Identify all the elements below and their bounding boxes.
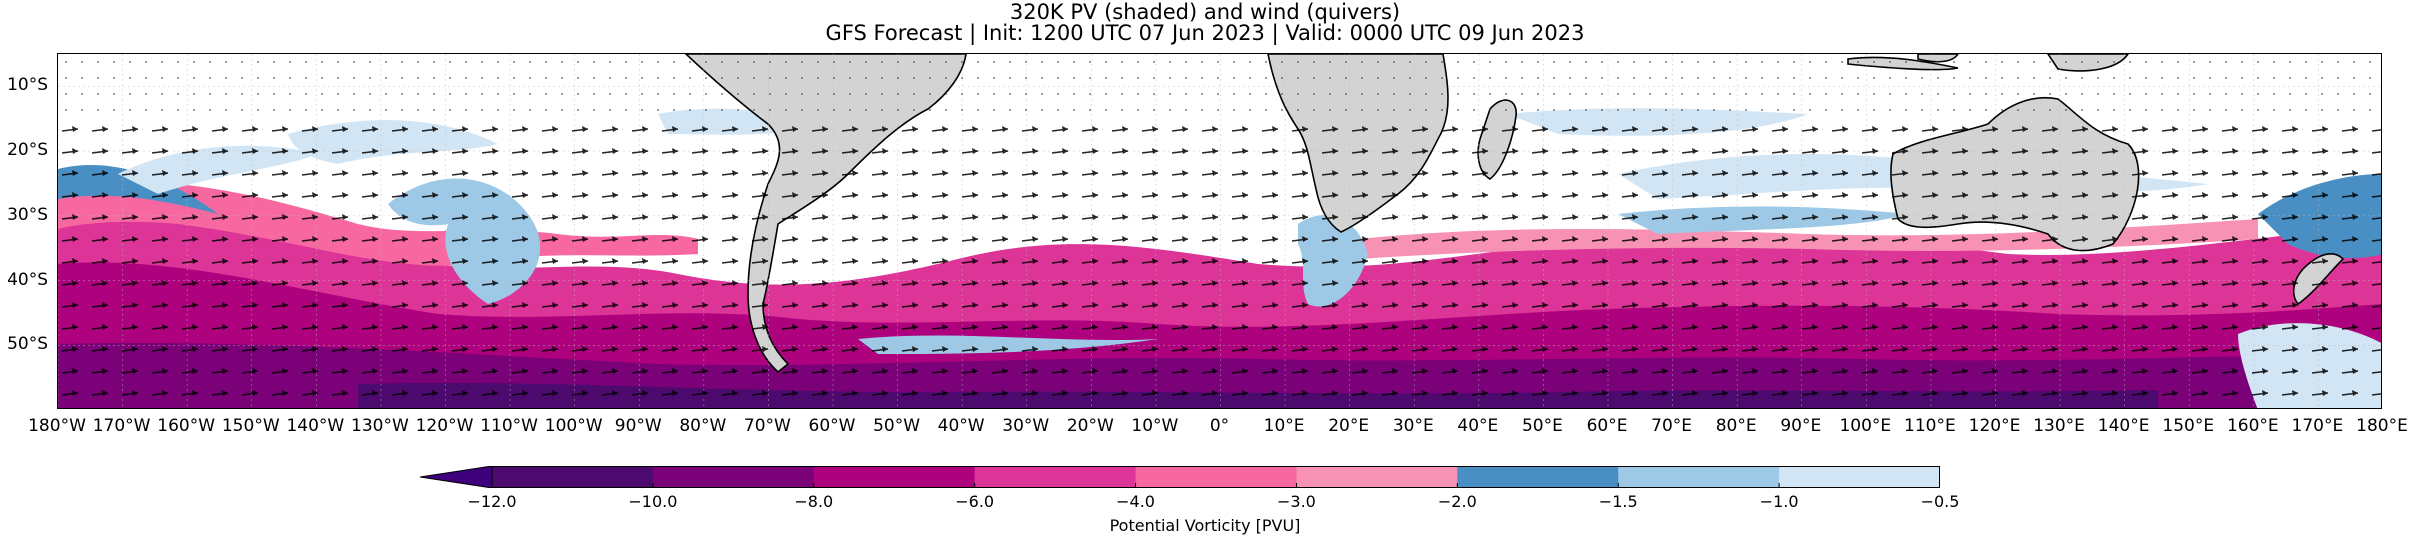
lon-tick-label: 10°E [1263, 416, 1305, 436]
lon-tick-label: 90°E [1780, 416, 1822, 436]
lon-tick-label: 140°W [286, 416, 345, 436]
colorbar-tick-label: −10.0 [628, 492, 678, 511]
colorbar-tick-label: −4.0 [1116, 492, 1155, 511]
lon-tick-label: 80°E [1715, 416, 1757, 436]
lon-tick-label: 120°E [1968, 416, 2021, 436]
map-title: 320K PV (shaded) and wind (quivers) [1009, 0, 1401, 24]
lon-tick-label: 170°E [2291, 416, 2344, 436]
wind-quivers [58, 114, 2381, 408]
colorbar-tick-label: −0.5 [1920, 492, 1960, 511]
colorbar-extend-triangle [420, 466, 493, 488]
lon-tick-label: 70°W [743, 416, 791, 436]
colorbar-segment [652, 466, 815, 488]
calm-wind-dots [58, 54, 2381, 114]
lon-tick-label: 50°W [873, 416, 921, 436]
lon-tick-label: 130°E [2033, 416, 2085, 436]
map-subtitle: GFS Forecast | Init: 1200 UTC 07 Jun 202… [825, 21, 1585, 45]
colorbar-segment [1779, 466, 1940, 488]
lon-tick-label: 60°E [1586, 416, 1628, 436]
lat-tick-label: 30°S [7, 204, 48, 225]
lon-tick-label: 100°E [1839, 416, 1892, 436]
colorbar-tick-label: −1.0 [1759, 492, 1799, 511]
colorbar-tick-label: −8.0 [794, 492, 834, 511]
lon-tick-label: 110°W [480, 416, 538, 436]
colorbar-tick-label: −2.0 [1437, 492, 1477, 511]
lon-tick-label: 40°W [937, 416, 985, 436]
map-panel [57, 53, 2382, 409]
colorbar-segment [1135, 466, 1297, 488]
lon-tick-label: 160°E [2226, 416, 2279, 436]
lat-tick-label: 10°S [7, 75, 48, 96]
colorbar-segment [1618, 466, 1780, 488]
lon-tick-label: 20°W [1066, 416, 1114, 436]
lon-tick-label: 70°E [1651, 416, 1693, 436]
colorbar-tick-label: −1.5 [1598, 492, 1638, 511]
lon-tick-label: 50°E [1521, 416, 1563, 436]
lat-tick-label: 20°S [7, 140, 48, 161]
lon-tick-label: 30°W [1002, 416, 1050, 436]
lon-tick-label: 20°E [1328, 416, 1370, 436]
colorbar-segment [1457, 466, 1619, 488]
pv-colorbar [420, 466, 1940, 488]
colorbar-tick-label: −3.0 [1277, 492, 1316, 511]
lon-tick-label: 160°W [157, 416, 216, 436]
lon-tick-label: 140°E [2097, 416, 2150, 436]
lon-tick-label: 150°E [2162, 416, 2215, 436]
lon-tick-label: 180°W [28, 416, 86, 436]
lon-tick-label: 110°E [1904, 416, 1956, 436]
lon-tick-label: 170°W [92, 416, 151, 436]
colorbar-segment [813, 466, 976, 488]
colorbar-outline [491, 466, 1940, 488]
lat-tick-label: 50°S [7, 334, 48, 355]
lon-tick-label: 0° [1209, 416, 1230, 436]
lon-tick-label: 40°E [1457, 416, 1499, 436]
colorbar-tick-label: −12.0 [467, 492, 517, 511]
colorbar-tick-label: −6.0 [955, 492, 995, 511]
lon-tick-label: 100°W [544, 416, 603, 436]
lon-tick-label: 80°W [679, 416, 727, 436]
colorbar-segment [1296, 466, 1458, 488]
lon-tick-label: 10°W [1131, 416, 1179, 436]
lon-tick-label: 180°E [2356, 416, 2408, 436]
lon-tick-label: 130°W [351, 416, 409, 436]
lon-tick-label: 90°W [614, 416, 662, 436]
pv-wind-map [58, 54, 2381, 408]
colorbar-segment [492, 466, 654, 488]
lon-tick-label: 120°W [415, 416, 474, 436]
colorbar-title: Potential Vorticity [PVU] [1109, 516, 1301, 535]
lon-tick-label: 150°W [221, 416, 280, 436]
lat-tick-label: 40°S [7, 269, 48, 290]
lon-tick-label: 30°E [1392, 416, 1434, 436]
lon-tick-label: 60°W [808, 416, 856, 436]
colorbar-segment [974, 466, 1137, 488]
